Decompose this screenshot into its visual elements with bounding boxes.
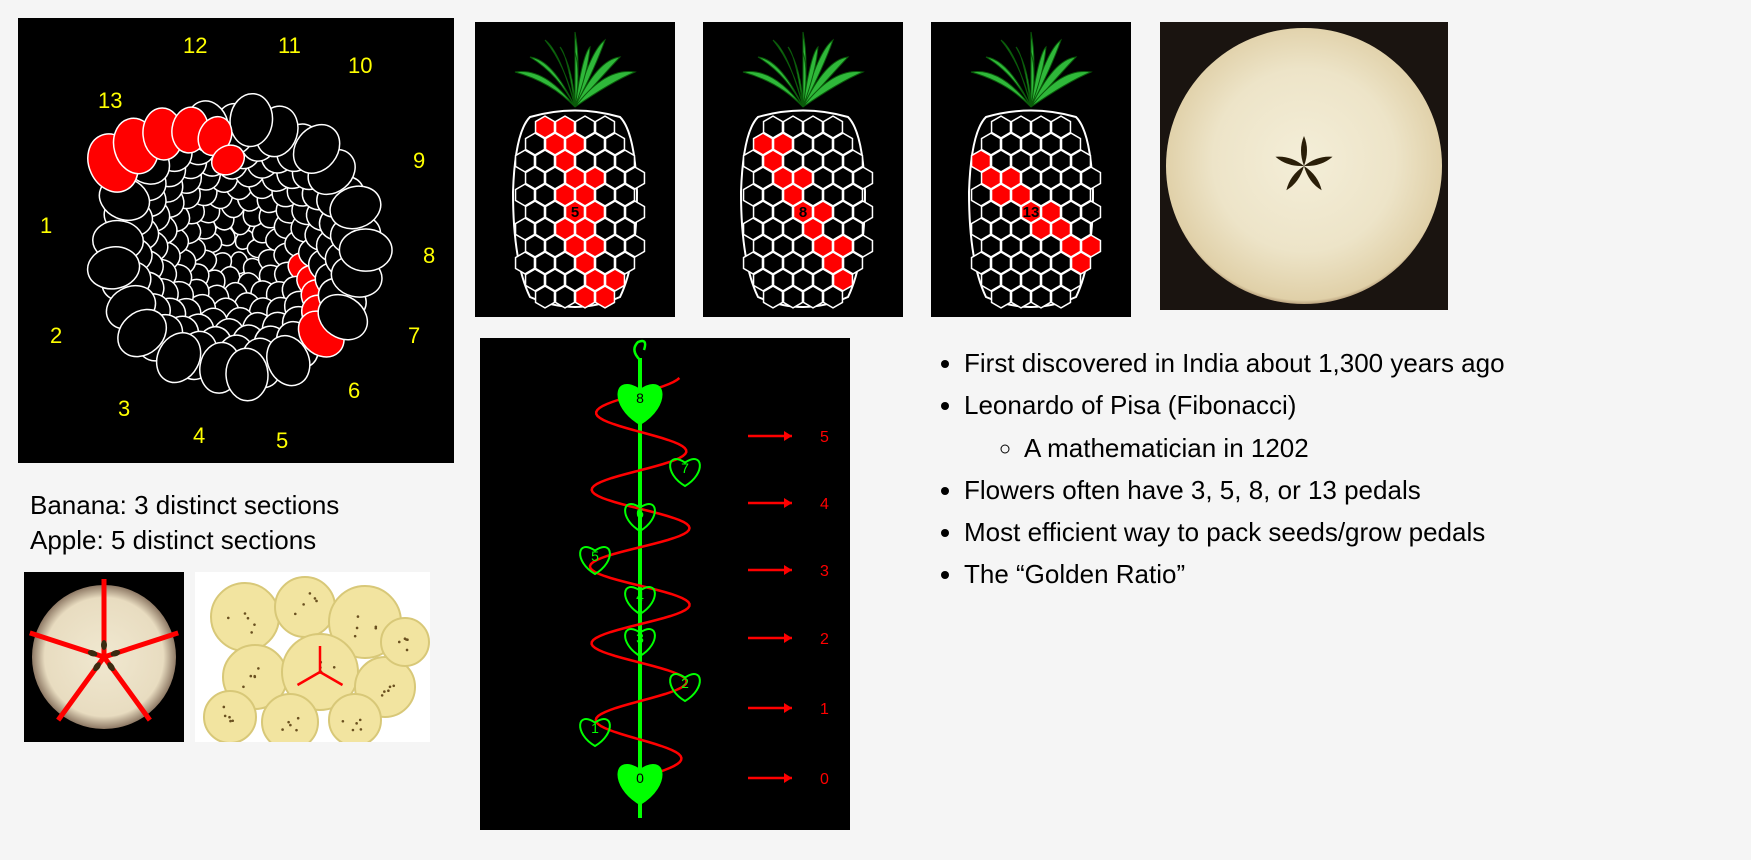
svg-text:8: 8 [423,243,435,268]
bullet-2: Leonardo of Pisa (Fibonacci) [964,384,1730,426]
svg-text:5: 5 [591,548,599,564]
bullet-list: First discovered in India about 1,300 ye… [930,342,1730,596]
svg-text:4: 4 [636,588,644,604]
svg-text:9: 9 [413,148,425,173]
bullet-2-sub: A mathematician in 1202 [1024,427,1730,469]
svg-text:4: 4 [193,423,205,448]
svg-text:0: 0 [820,771,829,788]
bullet-1: First discovered in India about 1,300 ye… [964,342,1730,384]
svg-text:1: 1 [40,213,52,238]
pineapple-5: 5 [475,22,675,317]
svg-text:3: 3 [820,563,829,580]
svg-text:5: 5 [820,429,829,446]
svg-text:7: 7 [408,323,420,348]
apple-sections-line: Apple: 5 distinct sections [30,523,339,558]
banana-sections-thumb [195,572,430,742]
svg-text:7: 7 [681,460,689,476]
svg-text:11: 11 [278,33,301,58]
pineapple-8: 8 [703,22,903,317]
svg-text:6: 6 [348,378,360,403]
svg-text:13: 13 [1023,204,1040,221]
svg-text:5: 5 [571,204,579,221]
svg-text:12: 12 [183,33,207,58]
bullet-5: The “Golden Ratio” [964,553,1730,595]
bullet-3: Flowers often have 3, 5, 8, or 13 pedals [964,469,1730,511]
svg-text:13: 13 [98,88,122,113]
svg-text:2: 2 [681,675,689,691]
bullet-4: Most efficient way to pack seeds/grow pe… [964,511,1730,553]
apple-cross-section-large [1160,22,1448,310]
svg-text:3: 3 [636,630,644,646]
svg-text:10: 10 [348,53,372,78]
svg-text:6: 6 [636,505,644,521]
svg-text:1: 1 [591,720,599,736]
svg-text:2: 2 [820,631,829,648]
svg-text:3: 3 [118,396,130,421]
svg-text:8: 8 [799,204,807,221]
svg-text:2: 2 [50,323,62,348]
sections-text: Banana: 3 distinct sections Apple: 5 dis… [30,488,339,558]
apple-sections-thumb [24,572,184,742]
banana-sections-line: Banana: 3 distinct sections [30,488,339,523]
svg-text:0: 0 [636,770,644,786]
flower-phyllotaxis-diagram: 12345678910111213 [18,18,454,463]
svg-text:8: 8 [636,390,644,406]
svg-text:5: 5 [276,428,288,453]
pineapple-13: 13 [931,22,1131,317]
svg-text:4: 4 [820,496,829,513]
leaf-spiral-diagram: 0 1 2 3 4 5 6 7 8 0 1 2 3 4 5 [480,338,850,830]
svg-text:1: 1 [820,701,829,718]
